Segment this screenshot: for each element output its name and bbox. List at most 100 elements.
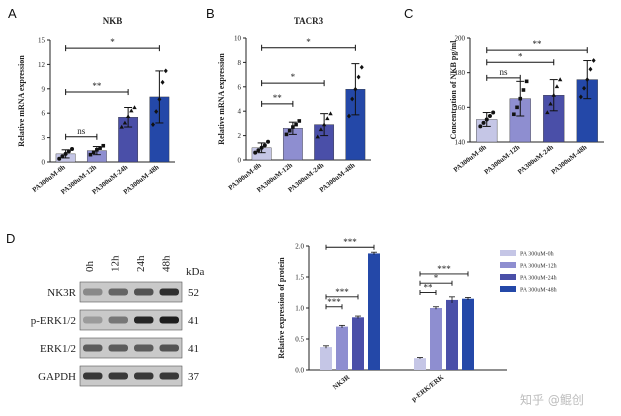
- y-tick-label: 6: [238, 83, 242, 91]
- data-point: [515, 105, 519, 110]
- data-point: [132, 105, 137, 110]
- bar: [320, 347, 332, 370]
- blot-strip: [79, 337, 183, 359]
- data-point: [297, 119, 302, 123]
- data-point: [551, 92, 556, 97]
- blot-band: [134, 344, 154, 352]
- data-point: [521, 88, 526, 92]
- x-tick-label: PA300uM-12h: [483, 143, 522, 176]
- sig-label: **: [92, 81, 102, 91]
- data-point: [119, 124, 124, 129]
- y-tick-label: 3: [42, 134, 46, 142]
- legend-label: PA 300uM-12h: [520, 264, 557, 270]
- y-tick-label: 160: [455, 104, 466, 112]
- data-point: [350, 96, 355, 102]
- blot-strip: [79, 365, 183, 387]
- bar: [352, 317, 364, 370]
- data-point: [554, 84, 560, 89]
- data-point: [359, 64, 364, 70]
- x-tick-label: PA300uM-24h: [516, 143, 555, 176]
- sig-label: ***: [343, 237, 357, 247]
- legend-swatch: [500, 262, 516, 268]
- blot-band: [108, 316, 128, 324]
- sig-label: *: [306, 37, 311, 47]
- bar: [430, 308, 442, 370]
- bar: [368, 253, 380, 370]
- data-point: [585, 77, 590, 82]
- blot-strip: [79, 281, 183, 303]
- y-tick-label: 0: [238, 157, 242, 165]
- panel-label-d: D: [6, 231, 15, 246]
- data-point: [356, 74, 361, 80]
- blot-kda-value: 41: [188, 315, 199, 327]
- data-point: [353, 86, 358, 92]
- data-point: [98, 146, 102, 150]
- y-tick-label: 1.0: [295, 305, 304, 313]
- data-point: [60, 154, 65, 159]
- blot-band: [159, 344, 179, 352]
- blot-band: [83, 372, 103, 380]
- y-tick-label: 2: [238, 132, 242, 140]
- blot-time-label: 48h: [160, 255, 172, 272]
- sig-label: ***: [437, 264, 451, 274]
- data-point: [491, 110, 496, 115]
- blot-band: [108, 288, 128, 296]
- y-tick-label: 200: [455, 35, 466, 43]
- data-point: [157, 96, 162, 102]
- y-tick-label: 9: [42, 85, 46, 93]
- data-point: [346, 113, 351, 119]
- blot-band: [134, 316, 154, 324]
- blot-band: [159, 372, 179, 380]
- blot-time-label: 12h: [109, 255, 121, 272]
- blot-row-label: GAPDH: [38, 371, 76, 383]
- bar: [446, 299, 458, 370]
- data-point: [548, 101, 553, 106]
- data-point: [487, 114, 492, 118]
- data-point: [122, 120, 128, 125]
- y-axis-label: Concentration of NKB pg/ml: [449, 40, 458, 140]
- blot-time-label: 0h: [84, 261, 96, 273]
- data-point: [66, 149, 71, 154]
- y-tick-label: 4: [238, 108, 242, 116]
- data-point: [262, 143, 267, 148]
- y-axis-label: Relative mRNA expression: [217, 53, 226, 145]
- data-point: [315, 134, 320, 139]
- y-tick-label: 180: [455, 69, 466, 77]
- y-tick-label: 6: [42, 110, 46, 118]
- y-tick-label: 15: [38, 37, 46, 45]
- y-tick-label: 2.0: [295, 243, 304, 251]
- watermark: 知乎 @鲲创: [520, 393, 584, 407]
- blot-band: [134, 288, 154, 296]
- blot-row-label: NK3R: [47, 287, 76, 299]
- data-point: [478, 124, 483, 129]
- data-point: [160, 79, 165, 85]
- blot-band: [134, 372, 154, 380]
- blot-time-label: 24h: [135, 255, 147, 272]
- legend-swatch: [500, 250, 516, 256]
- data-point: [294, 122, 298, 127]
- data-point: [512, 112, 516, 117]
- data-point: [582, 85, 587, 91]
- data-point: [325, 116, 330, 121]
- data-point: [63, 151, 68, 156]
- bar: [414, 358, 426, 370]
- blot-kda-value: 52: [188, 287, 199, 299]
- sig-label: *: [291, 72, 296, 82]
- data-point: [57, 156, 62, 161]
- data-point: [154, 109, 159, 114]
- sig-label: *: [110, 37, 115, 47]
- data-point: [101, 143, 106, 148]
- legend-label: PA 300uM-48h: [520, 288, 557, 294]
- sig-label: ns: [499, 67, 508, 77]
- blot-row-label: ERK1/2: [40, 343, 76, 355]
- sig-label: *: [518, 51, 523, 61]
- data-point: [328, 111, 333, 116]
- blot-row-label: p-ERK1/2: [31, 315, 76, 327]
- data-point: [259, 145, 264, 150]
- y-axis-label: Relative mRNA expression: [17, 55, 26, 147]
- blot-band: [159, 316, 179, 324]
- data-point: [129, 108, 134, 113]
- sig-label: ns: [77, 126, 86, 136]
- blot-band: [83, 316, 103, 324]
